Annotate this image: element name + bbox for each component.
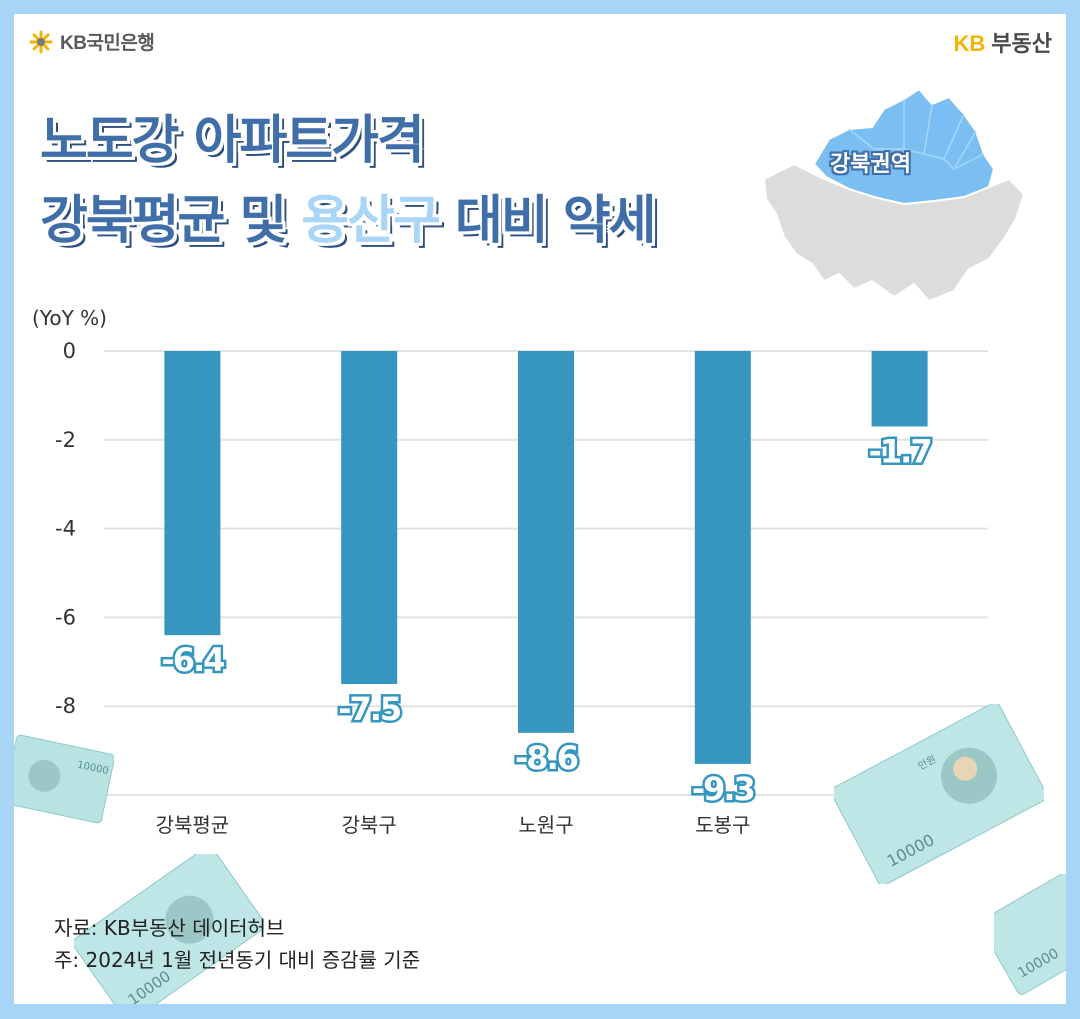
data-label: -6.4 [161,641,224,679]
y-tick-label: -2 [55,428,76,452]
y-tick-label: -6 [55,605,76,629]
x-tick-label: 노원구 [518,813,573,837]
y-tick-label: 0 [63,339,76,363]
y-tick-label: -8 [55,694,76,718]
x-tick-label: 강북평균 [156,813,230,837]
bar [694,351,751,764]
bar [871,351,928,427]
bar [518,351,574,733]
x-tick-label: 강북구 [342,813,397,837]
title-line-2b: 대비 약세 [438,191,656,251]
data-label: -9.3 [692,770,754,808]
bar [164,351,221,636]
bar [341,351,398,684]
region-label: 강북권역 [830,152,911,177]
data-label: -7.5 [338,690,401,728]
x-tick-label: 도봉구 [695,813,750,837]
brand-kb: KB [953,31,986,56]
seoul-map-icon [762,87,1026,303]
source-text: 자료: KB부동산 데이터허브 [54,916,285,940]
kb-bank-logo: KB국민은행 [28,28,155,55]
banknote-icon: 10000 [994,874,1066,995]
y-unit-label: (YoY %) [32,306,107,330]
title-line-2: 강북평균 및 용산구 대비 약세 [40,178,657,253]
banknote-icon: 10000 [14,734,114,824]
bar-chart: 0-2-4-6-8-10강북평균-6.4강북구-7.5노원구-8.6도봉구-9.… [42,339,988,837]
infographic-panel: KB국민은행 KB 부동산 노도강 아파트가격 강북평균 및 용산구 대비 약세 … [14,14,1066,1004]
title-highlight: 용산구 [301,191,441,251]
banknote-icon: 10000 [74,854,264,1004]
title-line-1: 노도강 아파트가격 [40,111,425,171]
data-label: -8.6 [515,739,578,777]
data-label: -1.7 [869,432,931,470]
kb-star-icon [29,30,53,53]
title-line-2a: 강북평균 및 [40,191,302,251]
brand-name: 부동산 [991,32,1052,57]
y-tick-label: -4 [55,517,76,541]
bank-name: KB국민은행 [60,33,155,54]
kb-realestate-logo: KB 부동산 [953,26,1052,58]
note-text: 주: 2024년 1월 전년동기 대비 증감률 기준 [54,948,421,972]
